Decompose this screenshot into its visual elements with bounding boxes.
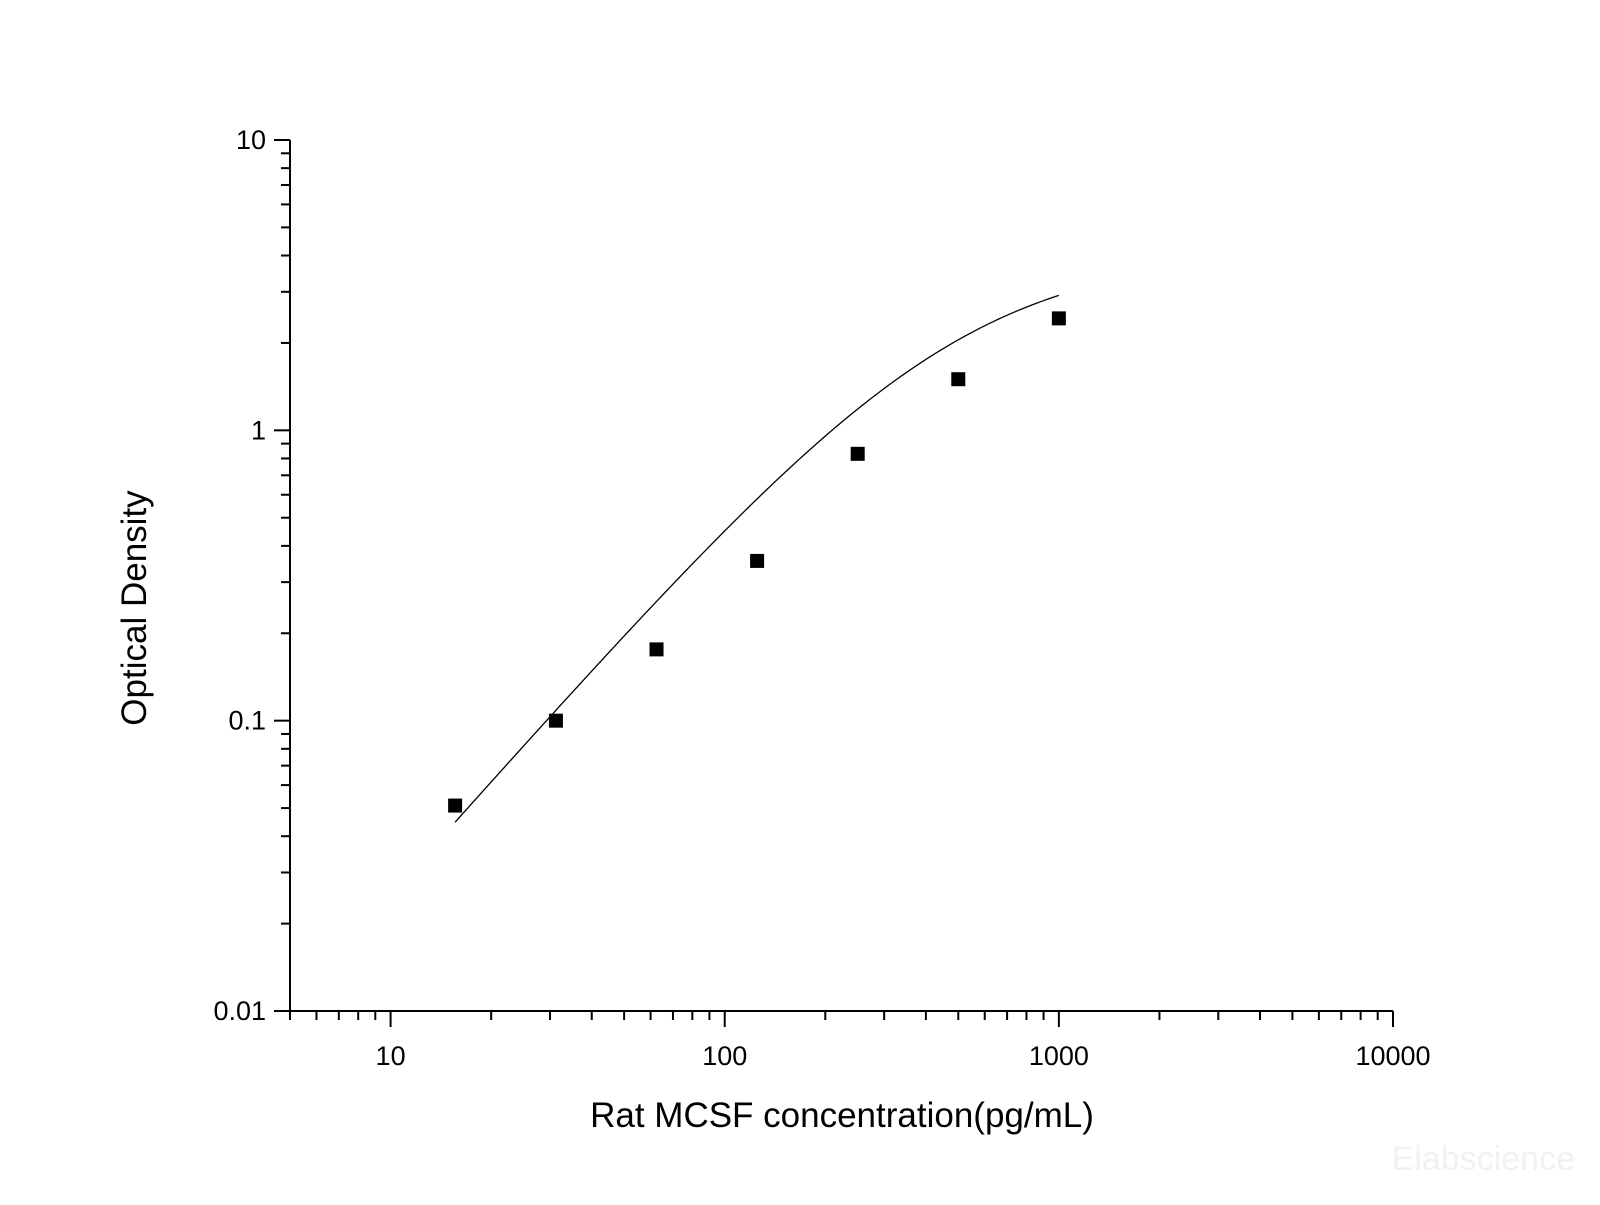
data-point-square [548,713,563,728]
fit-curve-layer [454,294,1060,823]
x-tick-label: 10 [376,1041,406,1071]
y-tick-label: 10 [236,125,266,155]
data-points [448,311,1066,813]
data-point-square [750,553,765,568]
x-tick-label: 1000 [1029,1041,1089,1071]
y-tick-label: 0.1 [228,706,266,736]
data-point-square [850,446,865,461]
fit-curve-line [454,294,1060,823]
y-axis-title: Optical Density [115,490,154,726]
brand-watermark: Elabscience [1392,1140,1575,1178]
data-point-square [448,798,463,813]
x-tick-label: 10000 [1355,1041,1430,1071]
x-axis-title: Rat MCSF concentration(pg/mL) [590,1096,1094,1135]
axes: 10 100 1000 10000 0.01 0.1 1 10 [213,125,1430,1071]
data-point-square [649,642,664,657]
data-point-square [951,372,966,387]
y-tick-label: 0.01 [213,996,266,1026]
data-point-square [1051,311,1066,326]
y-tick-label: 1 [251,415,266,445]
x-tick-label: 100 [702,1041,747,1071]
